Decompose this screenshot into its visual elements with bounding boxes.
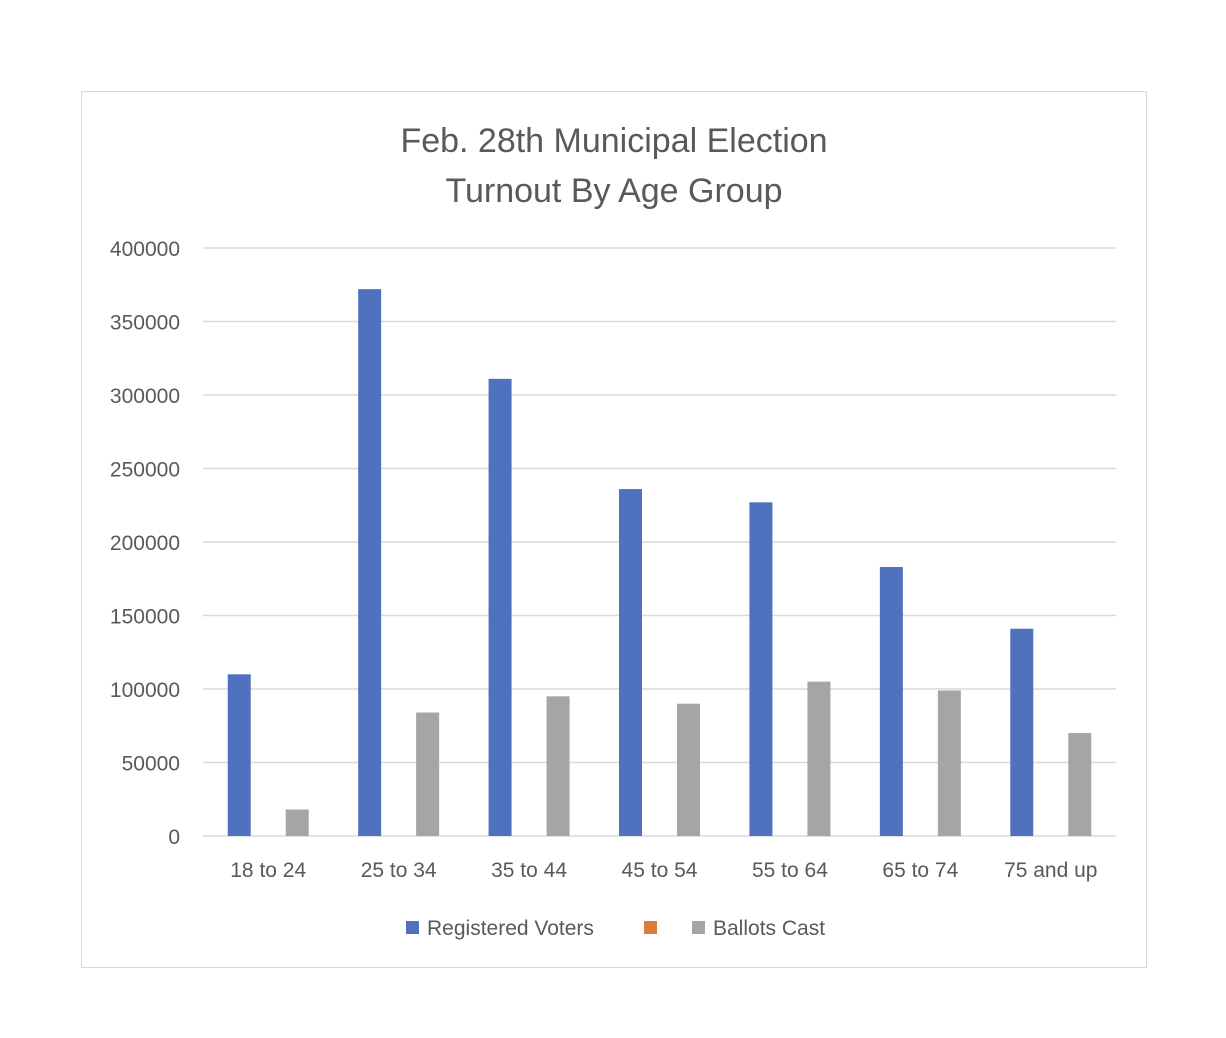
bar-series-2 [807,681,831,836]
x-tick-label: 65 to 74 [882,859,958,882]
y-tick-label: 0 [168,826,180,849]
chart-title-line-1: Feb. 28th Municipal Election [400,122,827,160]
chart-frame [81,91,1147,968]
legend-swatch [644,921,657,934]
legend-label: Ballots Cast [713,917,825,940]
bar-series-0 [619,489,642,836]
x-tick-label: 35 to 44 [491,859,567,882]
bar-series-2 [937,690,961,836]
gridlines [203,247,1116,837]
bar-series-0 [358,289,382,836]
y-tick-label: 200000 [110,532,180,555]
chart-title-line-2: Turnout By Age Group [445,172,782,210]
bar-series-2 [546,696,570,836]
legend: Registered Voters Ballots Cast [406,917,825,940]
bar-series-2 [677,703,700,836]
bar-series-0 [879,566,903,836]
bar-series-0 [749,502,773,836]
legend-swatch [692,921,705,934]
legend-swatch [406,921,419,934]
bar-series-0 [488,378,512,836]
bars [227,289,1092,836]
y-tick-label: 350000 [110,312,180,335]
x-axis-tick-labels: 18 to 24 25 to 34 35 to 44 45 to 54 55 to 64… [230,859,1097,882]
bar-series-2 [285,809,309,836]
bar-series-0 [1010,628,1034,836]
y-tick-label: 50000 [122,753,180,776]
y-axis-tick-labels: 0 50000 100000 150000 200000 250000 300000 3500… [110,238,180,849]
x-tick-label: 18 to 24 [230,859,306,882]
y-tick-label: 400000 [110,238,180,261]
legend-label: Registered Voters [427,917,594,940]
x-tick-label: 45 to 54 [622,859,698,882]
x-tick-label: 75 and up [1004,859,1097,882]
bar-series-2 [416,712,440,836]
x-tick-label: 25 to 34 [361,859,437,882]
y-tick-label: 300000 [110,385,180,408]
x-tick-label: 55 to 64 [752,859,828,882]
y-tick-label: 150000 [110,606,180,629]
y-tick-label: 250000 [110,459,180,482]
bar-series-0 [227,674,251,836]
y-tick-label: 100000 [110,679,180,702]
bar-series-2 [1068,733,1092,836]
chart-title: Feb. 28th Municipal Election Turnout By … [400,122,827,210]
